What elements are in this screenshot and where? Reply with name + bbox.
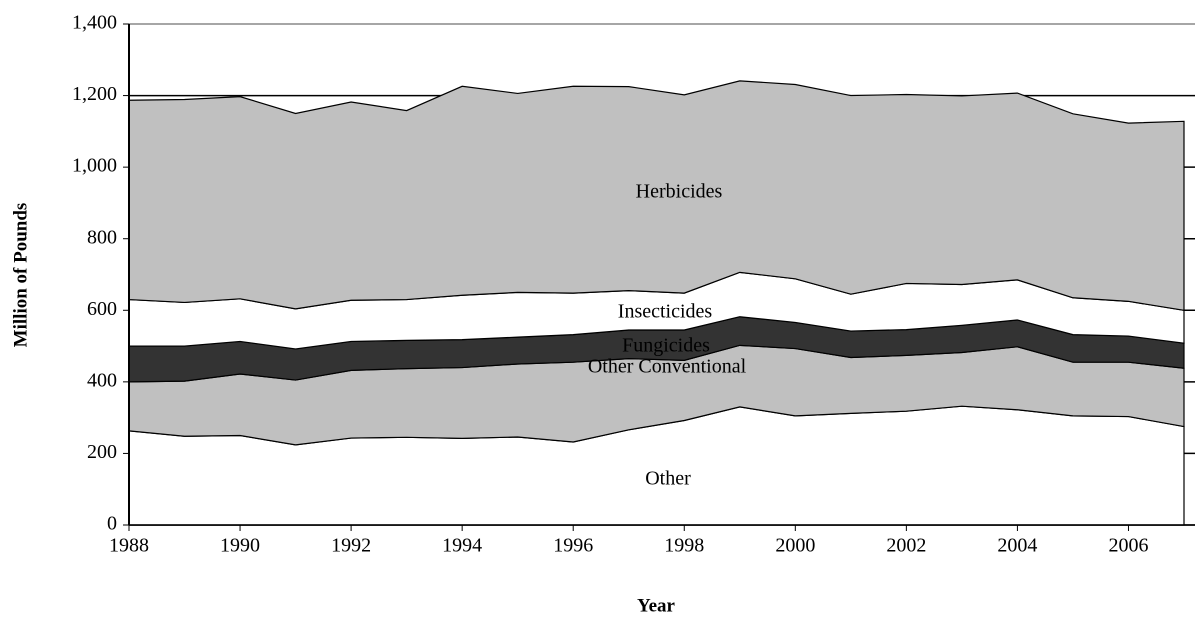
y-tick-label: 1,200	[72, 83, 117, 105]
y-tick-label: 0	[107, 513, 117, 535]
x-tick-label: 1992	[331, 535, 371, 557]
x-tick-label: 2002	[886, 535, 926, 557]
y-tick-label: 1,400	[72, 12, 117, 34]
area-label: Other Conventional	[588, 356, 747, 378]
y-tick-label: 800	[87, 226, 117, 248]
y-axis-title: Million of Pounds	[10, 203, 31, 348]
x-tick-label: 2004	[997, 535, 1037, 557]
x-axis-title: Year	[637, 595, 676, 616]
x-tick-label: 1996	[553, 535, 593, 557]
area-label: Fungicides	[622, 335, 710, 357]
area-label: Other	[645, 468, 691, 490]
area-label: Herbicides	[636, 181, 723, 203]
x-tick-label: 1998	[664, 535, 704, 557]
y-tick-label: 400	[87, 369, 117, 391]
x-tick-label: 2006	[1108, 535, 1148, 557]
x-tick-label: 1988	[109, 535, 149, 557]
y-tick-label: 200	[87, 441, 117, 463]
x-tick-label: 1990	[220, 535, 260, 557]
area	[128, 80, 1185, 311]
y-tick-label: 600	[87, 298, 117, 320]
x-tick-label: 1994	[442, 535, 482, 557]
y-tick-label: 1,000	[72, 155, 117, 177]
area-label: Insecticides	[618, 301, 713, 323]
x-tick-label: 2000	[775, 535, 815, 557]
